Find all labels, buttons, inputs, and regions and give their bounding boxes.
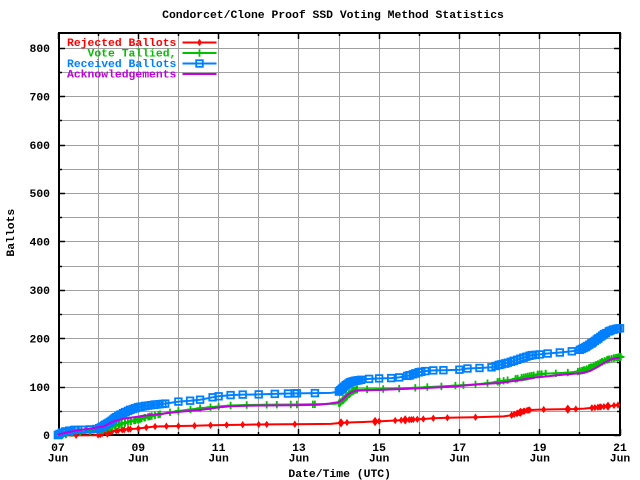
svg-text:300: 300 [29,286,50,298]
svg-text:15: 15 [372,443,386,455]
svg-text:Jun: Jun [48,454,69,466]
svg-text:Jun: Jun [289,454,310,466]
svg-text:Date/Time (UTC): Date/Time (UTC) [288,469,391,480]
svg-text:Vote Tallied,: Vote Tallied, [88,49,177,61]
svg-text:Jun: Jun [208,454,229,466]
svg-text:0: 0 [43,431,50,443]
svg-text:Condorcet/Clone Proof SSD Voti: Condorcet/Clone Proof SSD Voting Method … [162,10,504,22]
svg-text:Jun: Jun [369,454,390,466]
svg-text:Jun: Jun [529,454,550,466]
svg-text:400: 400 [29,238,50,250]
svg-text:Rejected Ballots: Rejected Ballots [67,38,177,50]
svg-text:13: 13 [292,443,306,455]
svg-text:Acknowledgements: Acknowledgements [67,70,177,82]
svg-text:Jun: Jun [610,454,631,466]
svg-text:800: 800 [29,44,50,56]
svg-text:21: 21 [613,443,627,455]
svg-text:07: 07 [51,443,65,455]
svg-text:700: 700 [29,92,50,104]
svg-text:500: 500 [29,189,50,201]
svg-text:Received Ballots: Received Ballots [67,59,177,71]
svg-text:100: 100 [29,383,50,395]
svg-text:19: 19 [533,443,547,455]
svg-text:Jun: Jun [128,454,149,466]
svg-text:09: 09 [131,443,145,455]
svg-text:17: 17 [453,443,467,455]
svg-text:600: 600 [29,141,50,153]
svg-text:200: 200 [29,334,50,346]
svg-text:11: 11 [212,443,226,455]
svg-text:Ballots: Ballots [6,209,18,257]
svg-text:Jun: Jun [449,454,470,466]
